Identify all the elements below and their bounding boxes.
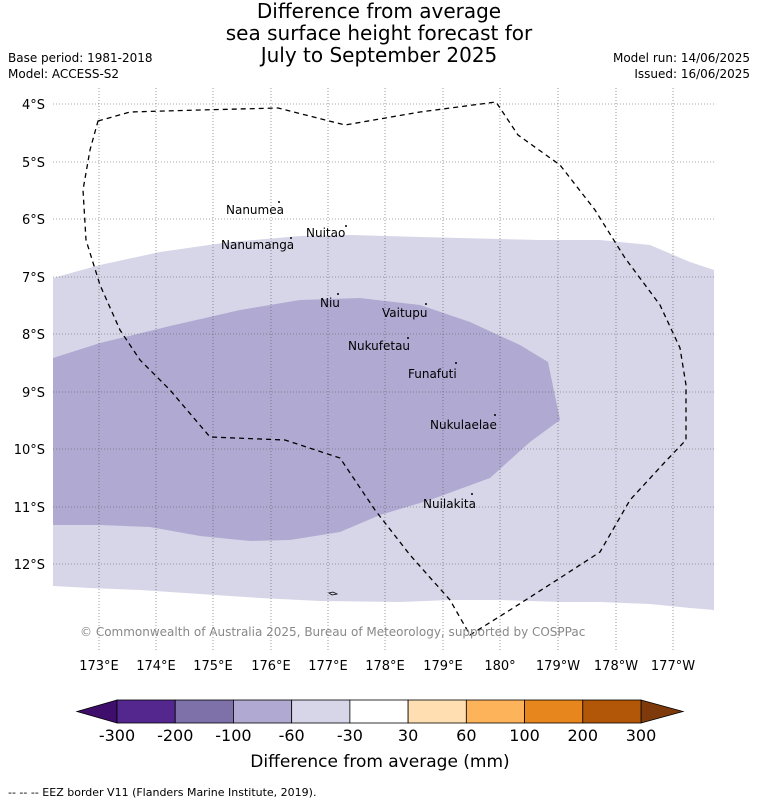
colorbar-tick-label: -200: [157, 726, 193, 745]
model-name: Model: ACCESS-S2: [8, 67, 120, 81]
anomaly-region-medium: [53, 298, 560, 541]
colorbar-segment: [524, 699, 584, 724]
issued-date: Issued: 16/06/2025: [634, 67, 750, 81]
anomaly-fields: [53, 235, 714, 610]
lat-label: 5°S: [22, 156, 45, 171]
copyright-notice: © Commonwealth of Australia 2025, Bureau…: [80, 625, 585, 639]
island-label: Nanumea: [226, 203, 284, 217]
colorbar-segment: [116, 699, 176, 724]
lat-label: 10°S: [14, 443, 45, 458]
island-label: Vaitupu: [382, 306, 428, 320]
colorbar-segment: [349, 699, 409, 724]
colorbar-ticks: -300 -200 -100 -60 -30 30 60 100 200 300: [99, 726, 656, 745]
colorbar-segment: [174, 699, 234, 724]
model-run: Model run: 14/06/2025: [612, 51, 750, 65]
atoll-outline: [328, 591, 339, 596]
lat-label: 4°S: [22, 98, 45, 113]
colorbar-tick-label: -30: [337, 726, 363, 745]
title-line-2: sea surface height forecast for: [225, 21, 533, 45]
lon-label: 180°: [484, 659, 515, 674]
colorbar-segment: [465, 699, 525, 724]
colorbar-segment: [582, 699, 642, 724]
island-marker: [337, 293, 339, 295]
title-line-1: Difference from average: [256, 0, 502, 23]
island-labels: Nanumea Nuitao Nanumanga Niu Vaitupu Nukufeta…: [221, 201, 497, 511]
lat-label: 11°S: [14, 501, 45, 516]
island-marker: [407, 337, 409, 339]
lon-label: 177°E: [308, 659, 348, 674]
island-marker: [278, 201, 280, 203]
title-line-3: July to September 2025: [260, 43, 498, 67]
eez-border: [82, 101, 687, 636]
colorbar-title: Difference from average (mm): [250, 752, 509, 772]
meta-right: Model run: 14/06/2025 Issued: 16/06/2025: [613, 50, 750, 82]
lat-label: 12°S: [14, 558, 45, 573]
colorbar-tick-label: -60: [279, 726, 305, 745]
island-marker: [471, 493, 473, 495]
lat-label: 7°S: [22, 271, 45, 286]
colorbar-over-arrow: [640, 699, 685, 724]
map-canvas: 4°S 5°S 6°S 7°S 8°S 9°S 10°S 11°S 12°S 173°E 174°…: [14, 88, 714, 674]
colorbar-tick-label: 300: [626, 726, 657, 745]
island-marker: [290, 237, 292, 239]
longitude-labels: 173°E 174°E 175°E 176°E 177°E 178°E 179°E 180° 1…: [79, 659, 695, 674]
lon-label: 179°W: [536, 659, 580, 674]
colorbar-tick-label: -100: [215, 726, 251, 745]
island-label: Nuilakita: [423, 497, 476, 511]
colorbar-segments: [75, 699, 685, 724]
island-label: Funafuti: [408, 367, 457, 381]
latitude-labels: 4°S 5°S 6°S 7°S 8°S 9°S 10°S 11°S 12°S: [14, 98, 45, 573]
lat-label: 6°S: [22, 213, 45, 228]
colorbar-tick-label: -300: [99, 726, 135, 745]
island-marker: [494, 414, 496, 416]
colorbar-segment: [407, 699, 467, 724]
colorbar-tick-label: 60: [456, 726, 476, 745]
eez-legend: -- -- -- EEZ border V11 (Flanders Marine…: [8, 786, 317, 799]
island-label: Nanumanga: [221, 238, 294, 252]
lon-label: 179°E: [423, 659, 463, 674]
base-period: Base period: 1981-2018: [8, 51, 153, 65]
lon-label: 177°W: [651, 659, 695, 674]
colorbar-under-arrow: [75, 699, 118, 724]
lon-label: 173°E: [79, 659, 119, 674]
island-marker: [425, 303, 427, 305]
island-label: Nukulaelae: [430, 418, 497, 432]
lon-label: 178°E: [365, 659, 405, 674]
map-title: Difference from average sea surface heig…: [0, 0, 758, 66]
island-label: Niu: [320, 296, 340, 310]
island-marker: [345, 225, 347, 227]
island-marker: [455, 362, 457, 364]
island-label: Nukufetau: [348, 339, 410, 353]
colorbar-tick-label: 30: [398, 726, 418, 745]
colorbar-segment: [291, 699, 351, 724]
colorbar-segment: [233, 699, 293, 724]
island-label: Nuitao: [306, 226, 345, 240]
lon-label: 175°E: [193, 659, 233, 674]
lon-label: 178°W: [594, 659, 638, 674]
colorbar-tick-label: 200: [568, 726, 599, 745]
graticule: [53, 88, 714, 650]
meta-left: Base period: 1981-2018 Model: ACCESS-S2: [8, 50, 153, 82]
lat-label: 9°S: [22, 386, 45, 401]
lon-label: 174°E: [136, 659, 176, 674]
lon-label: 176°E: [251, 659, 291, 674]
colorbar-tick-label: 100: [509, 726, 540, 745]
lat-label: 8°S: [22, 328, 45, 343]
